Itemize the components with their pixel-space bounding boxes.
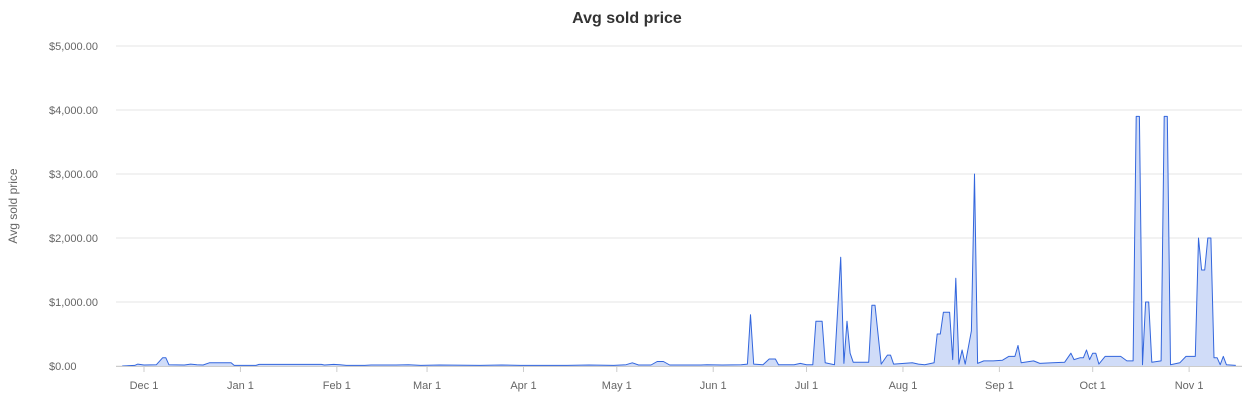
x-tick-label: Jan 1 [227,380,254,392]
grid-layer [116,45,1242,367]
y-tick-label: $3,000.00 [49,169,98,181]
x-tick-label: Mar 1 [413,380,441,392]
chart-title: Avg sold price [572,10,682,27]
series-line [122,115,1236,367]
axis-layer: $0.00 $1,000.00 $2,000.00 $3,000.00 $4,000.0… [49,41,1242,392]
series-layer [122,115,1236,367]
x-tick-label: Dec 1 [130,380,159,392]
x-tick-label: Oct 1 [1080,380,1106,392]
x-tick-label: Jul 1 [795,380,818,392]
y-tick-label: $5,000.00 [49,41,98,53]
y-tick-label: $0.00 [49,361,77,373]
x-tick-label: Apr 1 [510,380,536,392]
y-tick-label: $4,000.00 [49,105,98,117]
x-tick-label: Aug 1 [889,380,918,392]
x-tick-label: May 1 [602,380,632,392]
x-tick-label: Jun 1 [700,380,727,392]
x-tick-label: Nov 1 [1175,380,1204,392]
series-area [122,116,1236,367]
y-tick-label: $2,000.00 [49,233,98,245]
x-tick-label: Sep 1 [985,380,1014,392]
x-tick-label: Feb 1 [323,380,351,392]
y-tick-label: $1,000.00 [49,297,98,309]
